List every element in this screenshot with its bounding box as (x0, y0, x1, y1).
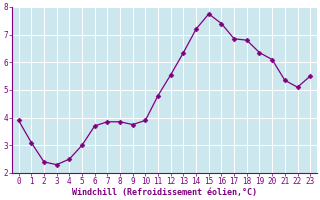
X-axis label: Windchill (Refroidissement éolien,°C): Windchill (Refroidissement éolien,°C) (72, 188, 257, 197)
